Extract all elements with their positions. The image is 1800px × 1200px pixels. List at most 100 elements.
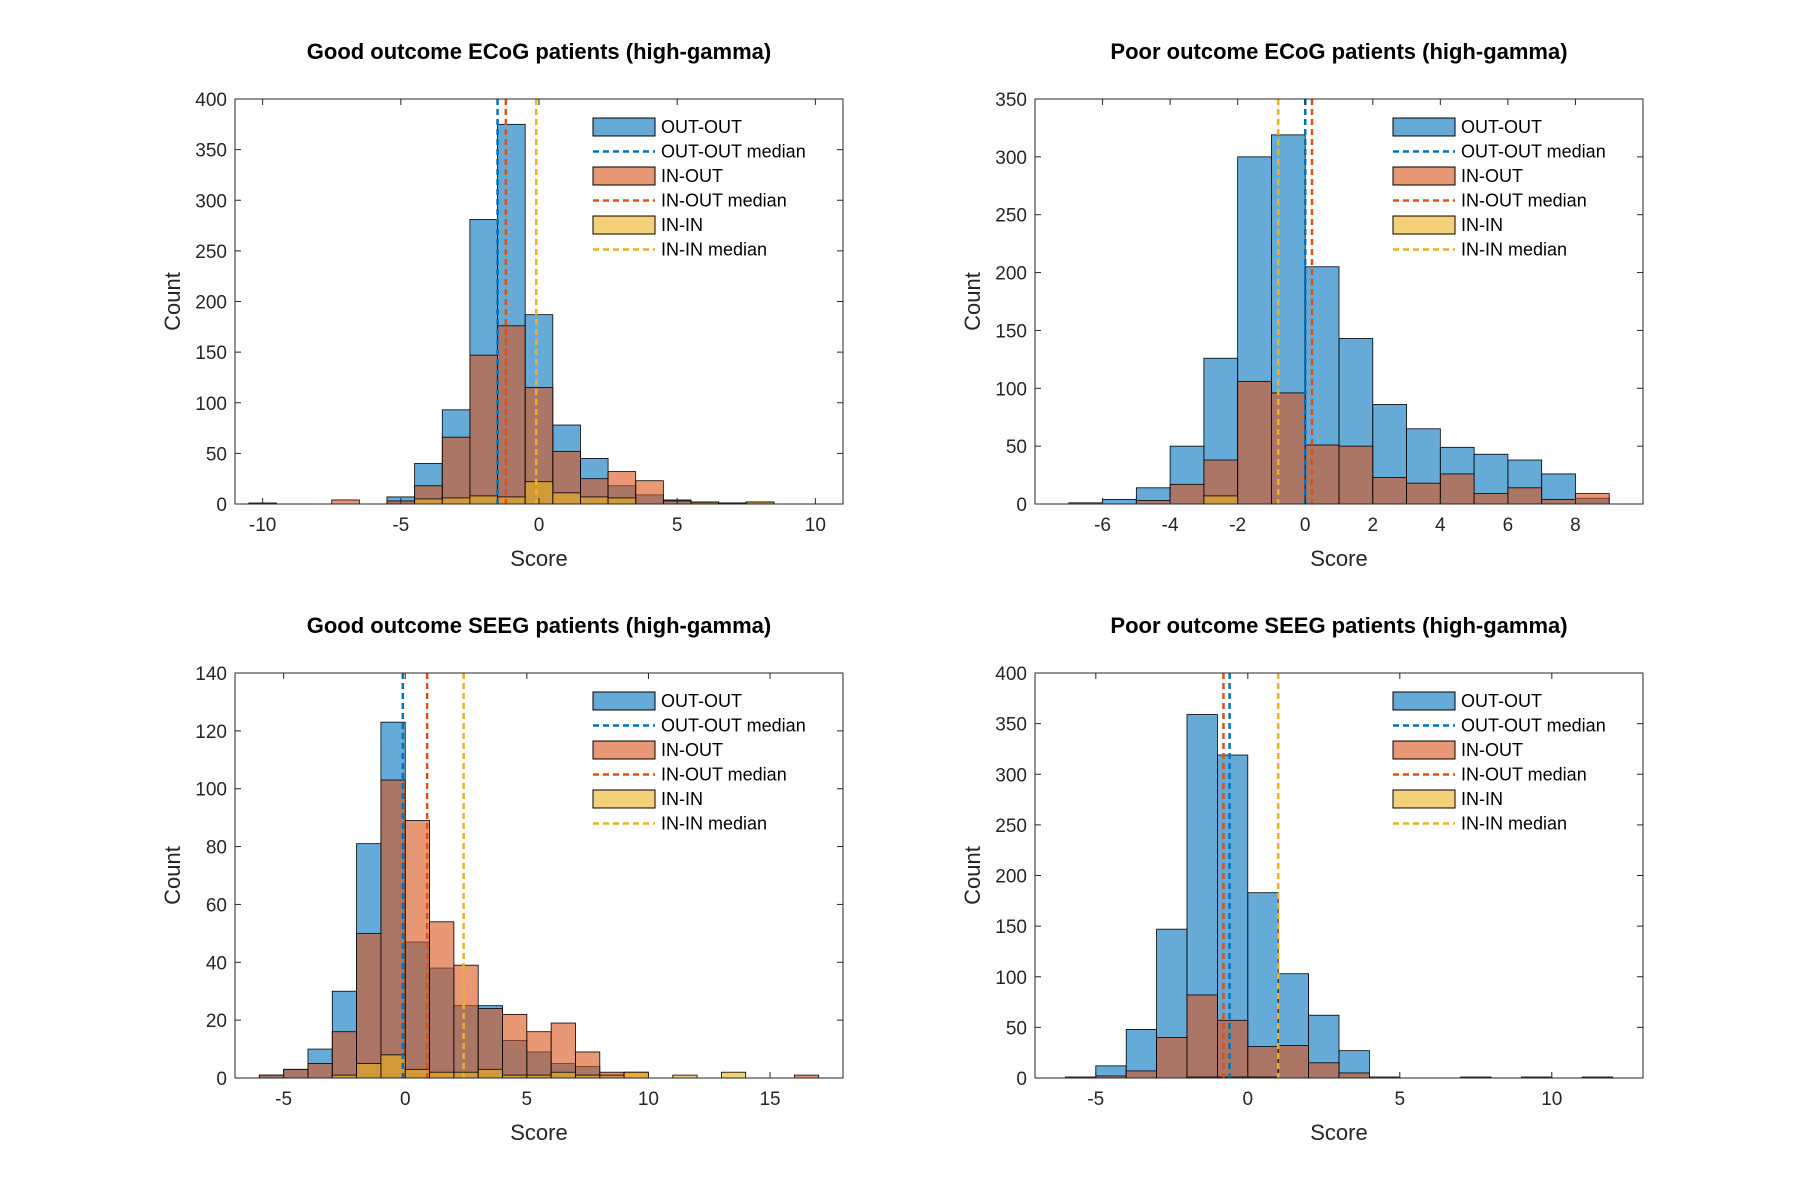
y-tick-label: 0 — [1016, 1069, 1027, 1090]
histogram-bar — [526, 1031, 552, 1079]
legend-swatch — [592, 117, 656, 137]
histogram-bar — [1247, 1046, 1279, 1079]
y-tick-label: 300 — [995, 765, 1027, 786]
histogram-bar — [1102, 498, 1137, 505]
histogram-bar — [1277, 1045, 1309, 1079]
x-tick-label: 0 — [1300, 515, 1311, 536]
legend-swatch — [1392, 117, 1456, 137]
histogram-bar — [441, 497, 471, 505]
chart-panel-3: -5 0 5 10 15 0 20 40 60 80 100 120 140 Good outcome S… — [160, 613, 844, 1145]
histogram-bar — [580, 496, 609, 505]
legend-label: IN-OUT median — [661, 191, 787, 211]
x-axis-label: Score — [510, 1120, 567, 1145]
y-tick-label: 80 — [206, 838, 227, 859]
chart-title: Good outcome SEEG patients (high-gamma) — [307, 613, 771, 638]
y-tick-label: 350 — [995, 715, 1027, 736]
x-axis-label: Score — [1310, 546, 1367, 571]
histogram-bar — [550, 1071, 576, 1079]
y-tick-label: 50 — [1006, 1018, 1027, 1039]
x-tick-label: 15 — [759, 1089, 780, 1110]
y-tick-label: 100 — [195, 394, 227, 415]
legend-label: IN-OUT median — [1461, 765, 1587, 785]
histogram-bar — [283, 1068, 309, 1079]
y-tick-label: 60 — [206, 895, 227, 916]
histogram-bar — [1156, 1037, 1188, 1079]
histogram-bar — [356, 1063, 382, 1079]
x-tick-label: 10 — [638, 1089, 659, 1110]
histogram-bar — [331, 1031, 357, 1079]
histogram-bar — [1203, 495, 1239, 505]
y-tick-label: 20 — [206, 1011, 227, 1032]
y-tick-label: 120 — [195, 722, 227, 743]
legend-label: OUT-OUT — [661, 117, 742, 137]
histogram-bar — [1169, 483, 1205, 505]
histogram-bar — [502, 1013, 528, 1079]
histogram-bar — [1308, 1062, 1340, 1079]
histogram-bar — [623, 1071, 649, 1079]
y-tick-label: 350 — [195, 141, 227, 162]
legend-label: IN-OUT — [1461, 740, 1523, 760]
histogram-bar — [607, 497, 637, 505]
histogram-bar — [1439, 473, 1475, 505]
legend-label: IN-IN median — [661, 814, 767, 834]
histogram-bar — [1575, 493, 1610, 505]
legend-box — [585, 687, 833, 842]
legend-swatch — [592, 789, 656, 809]
x-tick-label: 5 — [1395, 1089, 1406, 1110]
series-in-in — [331, 1054, 747, 1079]
x-axis-label: Score — [1310, 1120, 1367, 1145]
histogram-bar — [1507, 487, 1543, 505]
axes-box — [1034, 98, 1644, 505]
histogram-bar — [635, 480, 664, 505]
y-tick-label: 400 — [995, 664, 1027, 685]
series-in-out — [1095, 994, 1370, 1079]
x-tick-label: 10 — [1541, 1089, 1562, 1110]
legend-swatch — [592, 740, 656, 760]
legend-swatch — [1392, 166, 1456, 186]
histogram-bar — [307, 1063, 333, 1079]
y-axis-label: Count — [160, 272, 185, 331]
x-tick-label: 4 — [1435, 515, 1446, 536]
histogram-bar — [356, 932, 382, 1079]
legend-label: IN-IN median — [1461, 240, 1567, 260]
histogram-bar — [477, 1068, 503, 1079]
x-tick-label: 2 — [1367, 515, 1378, 536]
histogram-bar — [1541, 498, 1576, 505]
x-tick-label: -6 — [1094, 515, 1111, 536]
legend-swatch — [1392, 740, 1456, 760]
legend-swatch — [1392, 215, 1456, 235]
legend-label: IN-OUT median — [661, 765, 787, 785]
legend-label: OUT-OUT median — [1461, 716, 1606, 736]
x-tick-label: -4 — [1162, 515, 1179, 536]
y-axis-label: Count — [960, 846, 985, 905]
x-tick-label: 5 — [522, 1089, 533, 1110]
y-axis-label: Count — [960, 272, 985, 331]
histogram-bar — [414, 498, 443, 505]
y-tick-label: 50 — [1006, 437, 1027, 458]
histogram-bar — [1237, 380, 1272, 505]
y-tick-label: 100 — [195, 780, 227, 801]
histogram-bar — [453, 964, 479, 1079]
legend-label: IN-OUT median — [1461, 191, 1587, 211]
y-tick-label: 150 — [995, 321, 1027, 342]
y-tick-label: 100 — [995, 379, 1027, 400]
axes-box — [234, 672, 844, 1079]
histogram-bar — [552, 492, 581, 505]
legend-label: IN-IN median — [1461, 814, 1567, 834]
y-tick-label: 0 — [216, 495, 227, 516]
x-tick-label: -5 — [392, 515, 409, 536]
histogram-bar — [575, 1051, 601, 1079]
histogram-bar — [1338, 1072, 1370, 1079]
histogram-bar — [1473, 493, 1509, 505]
legend: OUT-OUT OUT-OUT median IN-OUT IN-OUT median… — [1385, 687, 1633, 842]
x-tick-label: -10 — [249, 515, 276, 536]
histogram-bar — [404, 820, 430, 1079]
y-tick-label: 200 — [995, 264, 1027, 285]
y-tick-label: 300 — [995, 148, 1027, 169]
histogram-bar — [1125, 1070, 1157, 1079]
y-tick-label: 200 — [195, 293, 227, 314]
x-tick-label: 0 — [534, 515, 545, 536]
chart-title: Poor outcome ECoG patients (high-gamma) — [1110, 39, 1567, 64]
chart-title: Good outcome ECoG patients (high-gamma) — [307, 39, 771, 64]
